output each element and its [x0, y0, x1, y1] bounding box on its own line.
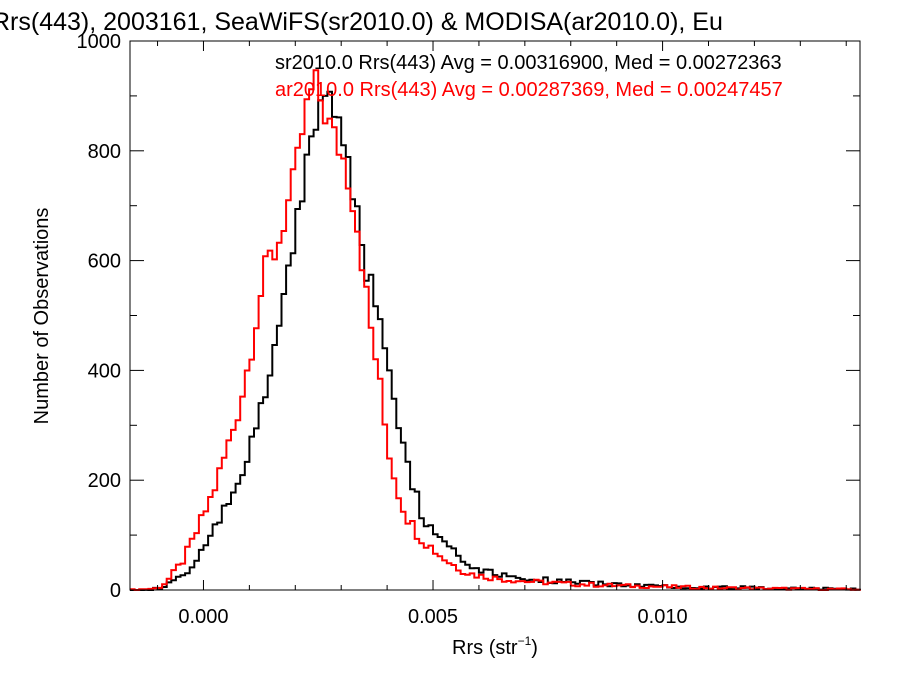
x-tick-label: 0.010	[638, 606, 688, 628]
y-tick-label: 0	[110, 580, 121, 602]
x-axis-label-main: Rrs (str	[452, 637, 518, 659]
x-axis-label-sup: −1	[518, 634, 532, 648]
series-layer	[130, 69, 861, 591]
x-axis-label: Rrs (str−1)	[452, 634, 538, 659]
series-line-1	[130, 69, 861, 591]
legend-entry-sr2010: sr2010.0 Rrs(443) Avg = 0.00316900, Med …	[275, 52, 782, 74]
y-tick-label: 1000	[77, 31, 122, 53]
y-tick-label: 200	[88, 470, 121, 492]
ticks-layer: 0.000 0.005 0.010 0 200 400 600 800 1000	[77, 31, 860, 628]
chart-title: Rrs(443), 2003161, SeaWiFS(sr2010.0) & M…	[0, 8, 723, 36]
plot-frame	[129, 40, 861, 591]
x-axis-label-close: )	[531, 637, 538, 659]
y-tick-label: 400	[88, 360, 121, 382]
y-tick-label: 600	[88, 251, 121, 273]
x-tick-label: 0.000	[178, 606, 228, 628]
y-tick-label: 800	[88, 141, 121, 163]
legend-entry-ar2010: ar2010.0 Rrs(443) Avg = 0.00287369, Med …	[275, 79, 783, 101]
x-tick-label: 0.005	[408, 606, 458, 628]
y-axis-label: Number of Observations	[31, 208, 53, 425]
